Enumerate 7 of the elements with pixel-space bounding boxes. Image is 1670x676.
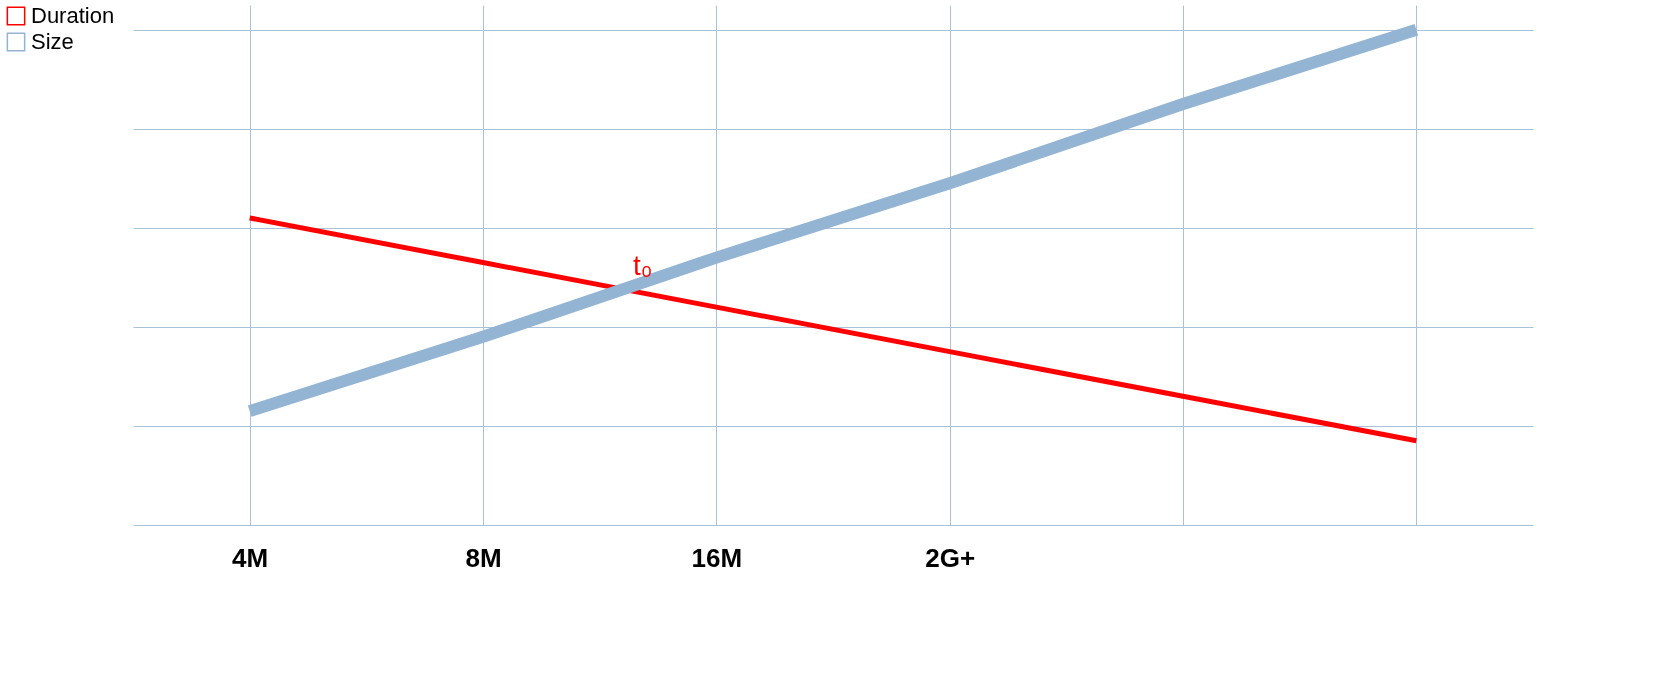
x-tick-label: 16M — [691, 542, 743, 573]
x-tick-label: 8M — [465, 542, 502, 573]
x-tick-label: 2G+ — [925, 542, 976, 573]
annotation: t₀ — [633, 250, 653, 282]
x-tick-label: 4M — [232, 542, 269, 573]
legend-label: Duration — [31, 3, 115, 28]
legend-label: Size — [31, 29, 74, 54]
